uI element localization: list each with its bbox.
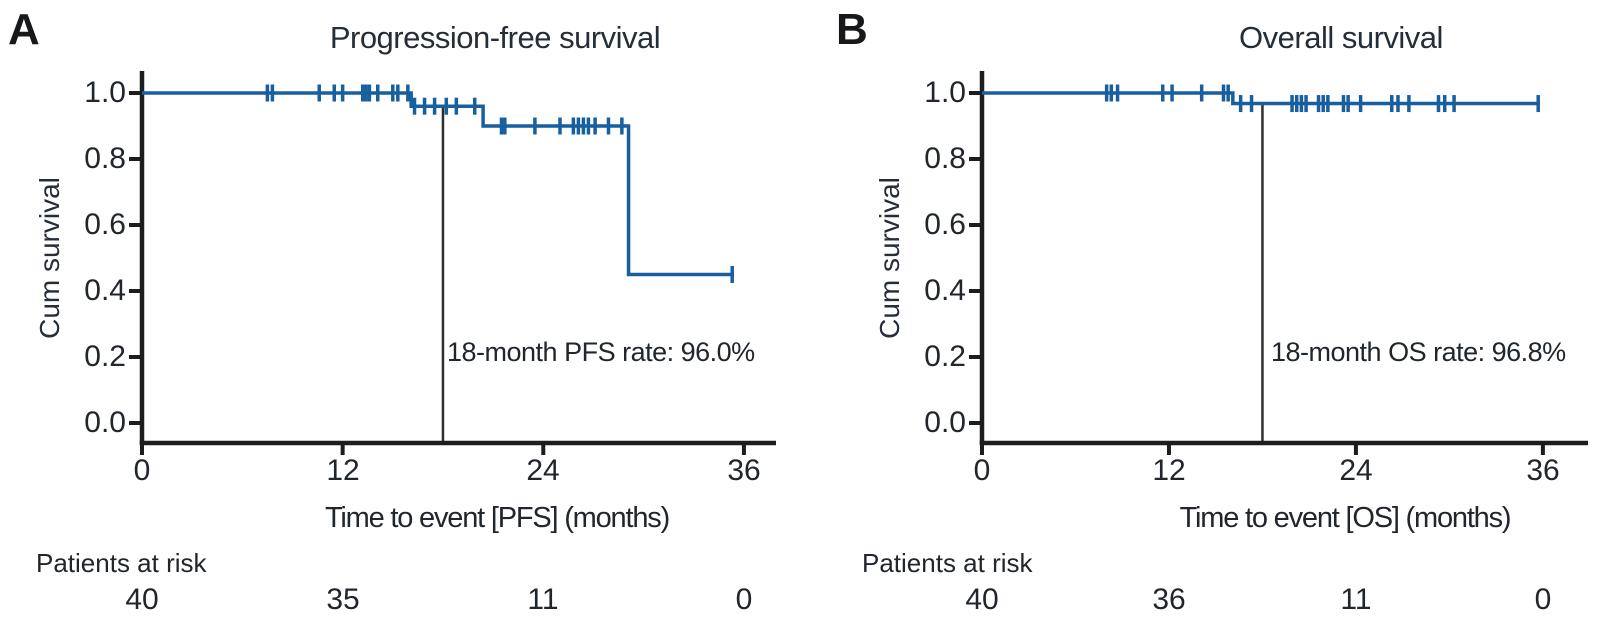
x-tick-label: 0: [133, 454, 151, 487]
chart-title-a: Progression-free survival: [329, 20, 661, 55]
y-tick-label: 0.2: [84, 340, 126, 373]
y-tick-label: 1.0: [924, 76, 966, 109]
y-axis-label-b: Cum survival: [874, 177, 905, 339]
y-tick-label: 0.4: [924, 274, 966, 307]
at-risk-count: 11: [1340, 583, 1372, 616]
at-risk-count: 40: [965, 583, 999, 616]
panel-label-b: B: [836, 5, 868, 54]
x-tick-label: 36: [1526, 454, 1560, 487]
at-risk-count: 40: [125, 583, 159, 616]
at-risk-count: 0: [1534, 583, 1552, 616]
at-risk-count: 35: [326, 583, 360, 616]
km-curve-A: [142, 91, 734, 277]
y-tick-label: 0.6: [84, 208, 126, 241]
x-axis-label-b: Time to event [OS] (months): [1179, 502, 1512, 534]
y-tick-label: 0.2: [924, 340, 966, 373]
patients-at-risk-label-b: Patients at risk: [862, 548, 1033, 578]
at-risk-count: 36: [1152, 583, 1186, 616]
chart-title-b: Overall survival: [1239, 20, 1443, 55]
x-tick-label: 12: [1152, 454, 1186, 487]
x-tick-label: 12: [326, 454, 360, 487]
x-tick-label: 36: [727, 454, 761, 487]
x-axis-label-a: Time to event [PFS] (months): [324, 502, 670, 534]
x-tick-label: 0: [973, 454, 991, 487]
y-tick-label: 0.0: [924, 406, 966, 439]
patients-at-risk-label-a: Patients at risk: [36, 548, 207, 578]
y-tick-label: 1.0: [84, 76, 126, 109]
y-axis-label-a: Cum survival: [34, 177, 65, 339]
y-tick-label: 0.8: [84, 142, 126, 175]
y-tick-label: 0.0: [84, 406, 126, 439]
km-curve-B: [982, 91, 1540, 106]
y-tick-label: 0.8: [924, 142, 966, 175]
annotation-os-rate: 18-month OS rate: 96.8%: [1271, 337, 1566, 367]
annotation-pfs-rate: 18-month PFS rate: 96.0%: [447, 337, 755, 367]
x-tick-label: 24: [1339, 454, 1373, 487]
y-tick-label: 0.6: [924, 208, 966, 241]
at-risk-count: 0: [735, 583, 753, 616]
y-tick-label: 0.4: [84, 274, 126, 307]
at-risk-count: 11: [527, 583, 559, 616]
x-tick-label: 24: [526, 454, 560, 487]
panel-label-a: A: [8, 5, 40, 54]
